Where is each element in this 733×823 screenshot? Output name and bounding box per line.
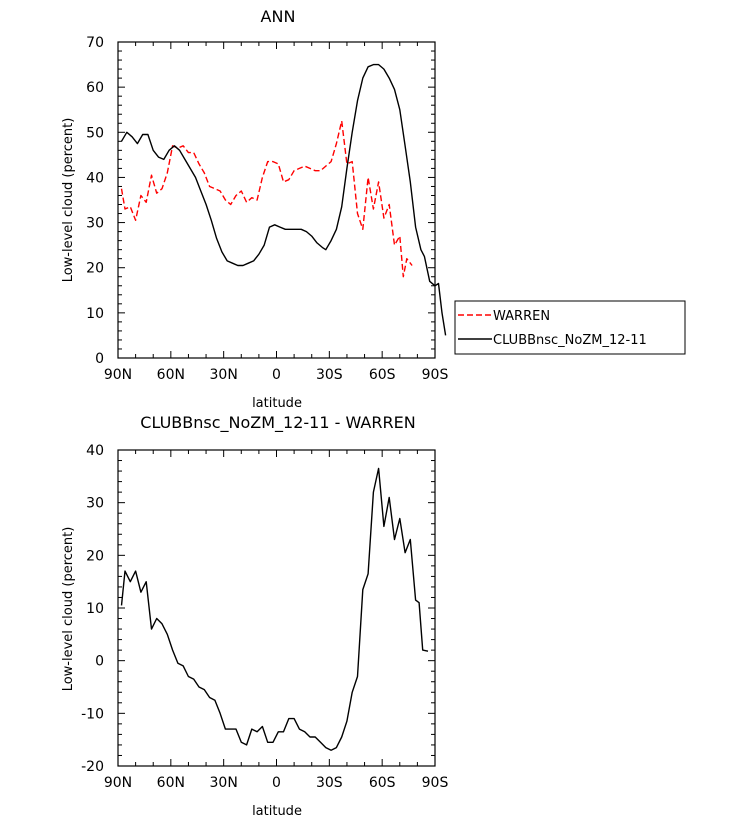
bottom-y-tick-label: 20 bbox=[86, 548, 104, 564]
bottom-x-tick-label: 0 bbox=[272, 775, 281, 791]
bottom-y-tick-label: -10 bbox=[81, 706, 104, 722]
bottom-y-tick-labels: -20 -10 0 10 20 30 40 bbox=[81, 443, 104, 775]
legend-label-warren: WARREN bbox=[493, 309, 550, 324]
bottom-chart-title: CLUBBnsc_NoZM_12-11 - WARREN bbox=[140, 413, 415, 433]
bottom-x-tick-label: 90S bbox=[422, 775, 449, 791]
top-x-tick-label: 30S bbox=[316, 367, 343, 383]
bottom-x-tick-label: 30N bbox=[210, 775, 238, 791]
bottom-tick-marks bbox=[117, 449, 436, 767]
bottom-plot-frame bbox=[117, 449, 436, 767]
top-chart-title: ANN bbox=[261, 7, 296, 26]
top-y-tick-label: 60 bbox=[86, 80, 104, 96]
bottom-series-lines bbox=[120, 467, 429, 751]
bottom-y-tick-label: 10 bbox=[86, 601, 104, 617]
top-x-tick-label: 0 bbox=[272, 367, 281, 383]
top-x-tick-label: 60S bbox=[369, 367, 396, 383]
top-y-tick-label: 10 bbox=[86, 306, 104, 322]
legend-box bbox=[454, 300, 686, 355]
top-x-tick-labels: 90N 60N 30N 0 30S 60S 90S bbox=[104, 367, 449, 383]
bottom-y-axis-label: Low-level cloud (percent) bbox=[61, 527, 76, 692]
bottom-series-line-0 bbox=[120, 467, 429, 751]
bottom-x-tick-label: 60N bbox=[157, 775, 185, 791]
top-plot-frame bbox=[117, 41, 436, 359]
top-y-tick-label: 70 bbox=[86, 35, 104, 51]
bottom-panel: CLUBBnsc_NoZM_12-11 - WARREN -20 -10 0 10 20… bbox=[61, 413, 448, 819]
bottom-y-tick-label: 0 bbox=[95, 654, 104, 670]
top-series-line-clubbnsc-nozm-12-11 bbox=[120, 63, 447, 336]
top-x-tick-label: 90N bbox=[104, 367, 132, 383]
top-x-tick-label: 30N bbox=[210, 367, 238, 383]
top-y-tick-label: 20 bbox=[86, 261, 104, 277]
top-series-lines bbox=[120, 63, 447, 336]
bottom-x-tick-labels: 90N 60N 30N 0 30S 60S 90S bbox=[104, 775, 449, 791]
legend-label-clubb: CLUBBnsc_NoZM_12-11 bbox=[493, 333, 647, 348]
bottom-x-axis-label: latitude bbox=[252, 804, 302, 819]
top-tick-marks bbox=[117, 41, 436, 359]
top-y-tick-label: 30 bbox=[86, 216, 104, 232]
top-x-axis-label: latitude bbox=[252, 396, 302, 411]
top-y-tick-label: 0 bbox=[95, 351, 104, 367]
top-x-tick-label: 90S bbox=[422, 367, 449, 383]
top-series-line-warren bbox=[120, 120, 413, 278]
bottom-y-tick-label: 40 bbox=[86, 443, 104, 459]
top-y-axis-label: Low-level cloud (percent) bbox=[61, 118, 76, 283]
top-x-tick-label: 60N bbox=[157, 367, 185, 383]
bottom-y-tick-label: -20 bbox=[81, 759, 104, 775]
top-y-tick-labels: 0 10 20 30 40 50 60 70 bbox=[86, 35, 104, 367]
bottom-x-tick-label: 90N bbox=[104, 775, 132, 791]
bottom-x-tick-label: 30S bbox=[316, 775, 343, 791]
top-y-tick-label: 50 bbox=[86, 125, 104, 141]
bottom-x-tick-label: 60S bbox=[369, 775, 396, 791]
bottom-y-tick-label: 30 bbox=[86, 496, 104, 512]
top-y-tick-label: 40 bbox=[86, 170, 104, 186]
legend: WARREN CLUBBnsc_NoZM_12-11 bbox=[454, 300, 686, 355]
